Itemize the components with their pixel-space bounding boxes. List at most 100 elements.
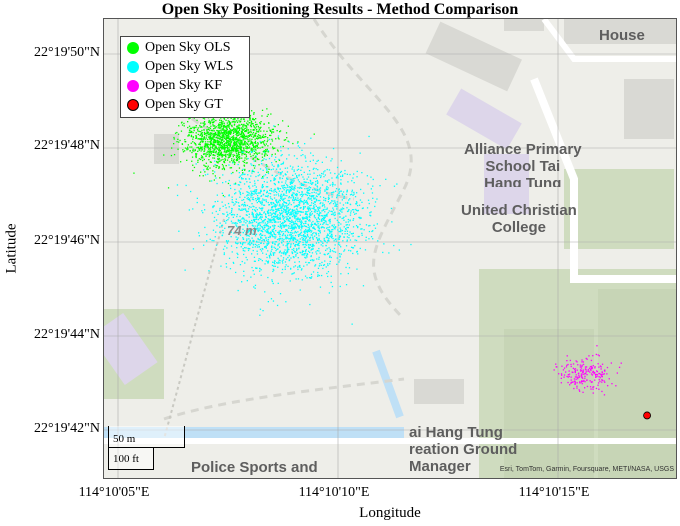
scatter-point bbox=[273, 269, 275, 271]
scatter-point bbox=[185, 184, 187, 187]
scatter-point bbox=[289, 188, 291, 191]
scatter-point bbox=[278, 230, 280, 232]
scatter-point bbox=[241, 132, 244, 134]
scatter-point bbox=[207, 131, 209, 133]
scatter-point bbox=[276, 204, 278, 206]
scatter-point bbox=[254, 121, 257, 123]
scatter-point bbox=[251, 253, 253, 255]
scatter-point bbox=[293, 237, 295, 239]
scatter-point bbox=[214, 164, 216, 166]
scatter-point bbox=[265, 216, 267, 218]
map-label-house: House bbox=[599, 27, 645, 44]
scatter-point bbox=[214, 125, 216, 127]
scatter-point bbox=[368, 230, 371, 233]
scatter-point bbox=[311, 213, 313, 215]
scatter-point bbox=[226, 150, 228, 152]
scatter-point bbox=[267, 261, 269, 263]
scatter-point bbox=[243, 173, 245, 176]
scatter-point bbox=[277, 137, 279, 139]
scatter-point bbox=[233, 143, 235, 145]
scatter-point bbox=[236, 138, 238, 140]
scatter-point bbox=[333, 227, 335, 229]
scatter-point bbox=[215, 164, 217, 167]
scatter-point bbox=[310, 277, 312, 279]
scatter-point bbox=[309, 236, 312, 238]
scatter-point bbox=[273, 246, 275, 248]
scatter-point bbox=[240, 127, 242, 129]
scatter-point bbox=[218, 132, 220, 134]
scatter-point bbox=[294, 199, 296, 201]
scatter-point bbox=[279, 130, 282, 132]
scatter-point bbox=[306, 194, 308, 197]
scatter-point bbox=[227, 149, 229, 151]
scatter-point bbox=[192, 169, 194, 172]
scatter-point bbox=[249, 199, 251, 201]
legend-label: Open Sky KF bbox=[145, 78, 223, 93]
scatter-point bbox=[309, 251, 311, 253]
scatter-point bbox=[317, 239, 319, 242]
scatter-point bbox=[209, 138, 211, 140]
scatter-point bbox=[304, 253, 306, 255]
scatter-point bbox=[233, 139, 236, 141]
scatter-point bbox=[247, 210, 249, 213]
scatter-point bbox=[291, 226, 293, 228]
scatter-point bbox=[309, 237, 311, 240]
map-canvas[interactable]: House Alliance Primary School Tai Hang T… bbox=[103, 18, 677, 479]
scatter-point bbox=[287, 250, 289, 252]
scatter-point bbox=[321, 218, 323, 221]
scatter-point bbox=[228, 126, 230, 128]
scatter-point bbox=[233, 163, 236, 165]
scatter-point bbox=[301, 279, 303, 281]
scatter-point bbox=[266, 181, 268, 183]
scatter-point bbox=[308, 247, 310, 249]
scatter-point bbox=[604, 381, 606, 383]
scatter-point bbox=[338, 241, 340, 244]
scatter-point bbox=[274, 265, 276, 267]
scatter-point bbox=[207, 143, 209, 146]
scatter-point bbox=[203, 158, 205, 161]
scatter-point bbox=[234, 222, 236, 225]
scatter-point bbox=[207, 141, 209, 143]
scatter-point bbox=[235, 222, 237, 224]
scatter-point bbox=[248, 216, 250, 218]
scatter-point bbox=[191, 156, 194, 158]
scatter-point bbox=[231, 201, 233, 203]
scatter-point bbox=[315, 168, 317, 170]
scatter-point bbox=[241, 209, 243, 211]
scatter-point bbox=[263, 140, 266, 142]
scatter-point bbox=[291, 219, 293, 221]
scatter-point bbox=[271, 174, 273, 176]
scatter-point bbox=[238, 139, 240, 141]
scatter-point bbox=[284, 225, 286, 227]
scatter-point bbox=[241, 150, 243, 152]
scatter-point bbox=[251, 150, 253, 152]
scatter-point bbox=[196, 128, 199, 131]
scatter-point bbox=[320, 202, 322, 204]
scatter-point bbox=[596, 374, 599, 376]
scatter-point bbox=[303, 202, 305, 205]
scatter-point bbox=[251, 164, 253, 166]
scatter-point bbox=[599, 377, 601, 379]
scatter-point bbox=[255, 210, 257, 212]
scatter-point bbox=[216, 153, 218, 155]
scatter-point bbox=[352, 247, 355, 249]
scatter-point bbox=[353, 173, 355, 175]
scatter-point bbox=[318, 227, 320, 229]
scatter-point bbox=[255, 152, 257, 154]
grid bbox=[104, 19, 676, 478]
scatter-point bbox=[266, 177, 268, 179]
scatter-point bbox=[241, 208, 243, 210]
scatter-point bbox=[282, 218, 284, 220]
scatter-point bbox=[259, 248, 262, 251]
scatter-point bbox=[264, 150, 266, 152]
scatter-point bbox=[277, 124, 279, 126]
scatter-point bbox=[288, 238, 290, 240]
scatter-point bbox=[298, 245, 300, 247]
scatter-point bbox=[210, 125, 212, 127]
scatter-point bbox=[257, 229, 259, 231]
scatter-point bbox=[212, 144, 214, 146]
scatter-point bbox=[308, 195, 311, 197]
scatter-point bbox=[255, 198, 257, 200]
scatter-point bbox=[286, 236, 288, 238]
scatter-point bbox=[302, 238, 304, 240]
